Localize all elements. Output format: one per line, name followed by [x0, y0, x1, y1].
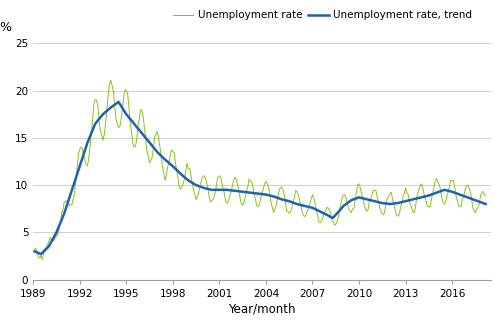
- Unemployment rate: [300, 213, 306, 217]
- Unemployment rate: [275, 196, 281, 200]
- Unemployment rate: [466, 185, 472, 189]
- Unemployment rate: [108, 78, 114, 82]
- Unemployment rate, trend: [242, 190, 248, 194]
- Unemployment rate: [154, 130, 160, 133]
- Unemployment rate, trend: [115, 100, 121, 104]
- X-axis label: Year/month: Year/month: [228, 303, 296, 316]
- Y-axis label: %: %: [0, 21, 12, 34]
- Line: Unemployment rate, trend: Unemployment rate, trend: [35, 102, 486, 254]
- Unemployment rate: [39, 258, 45, 262]
- Unemployment rate: [32, 247, 38, 251]
- Unemployment rate: [479, 191, 485, 195]
- Legend: Unemployment rate, Unemployment rate, trend: Unemployment rate, Unemployment rate, tr…: [168, 6, 477, 24]
- Unemployment rate, trend: [32, 249, 38, 253]
- Unemployment rate, trend: [300, 204, 306, 207]
- Unemployment rate, trend: [38, 252, 44, 256]
- Unemployment rate: [483, 194, 489, 198]
- Unemployment rate: [242, 196, 248, 200]
- Unemployment rate, trend: [479, 201, 485, 204]
- Line: Unemployment rate: Unemployment rate: [35, 80, 486, 260]
- Unemployment rate, trend: [466, 196, 472, 200]
- Unemployment rate, trend: [154, 150, 160, 154]
- Unemployment rate, trend: [483, 202, 489, 206]
- Unemployment rate, trend: [275, 196, 281, 200]
